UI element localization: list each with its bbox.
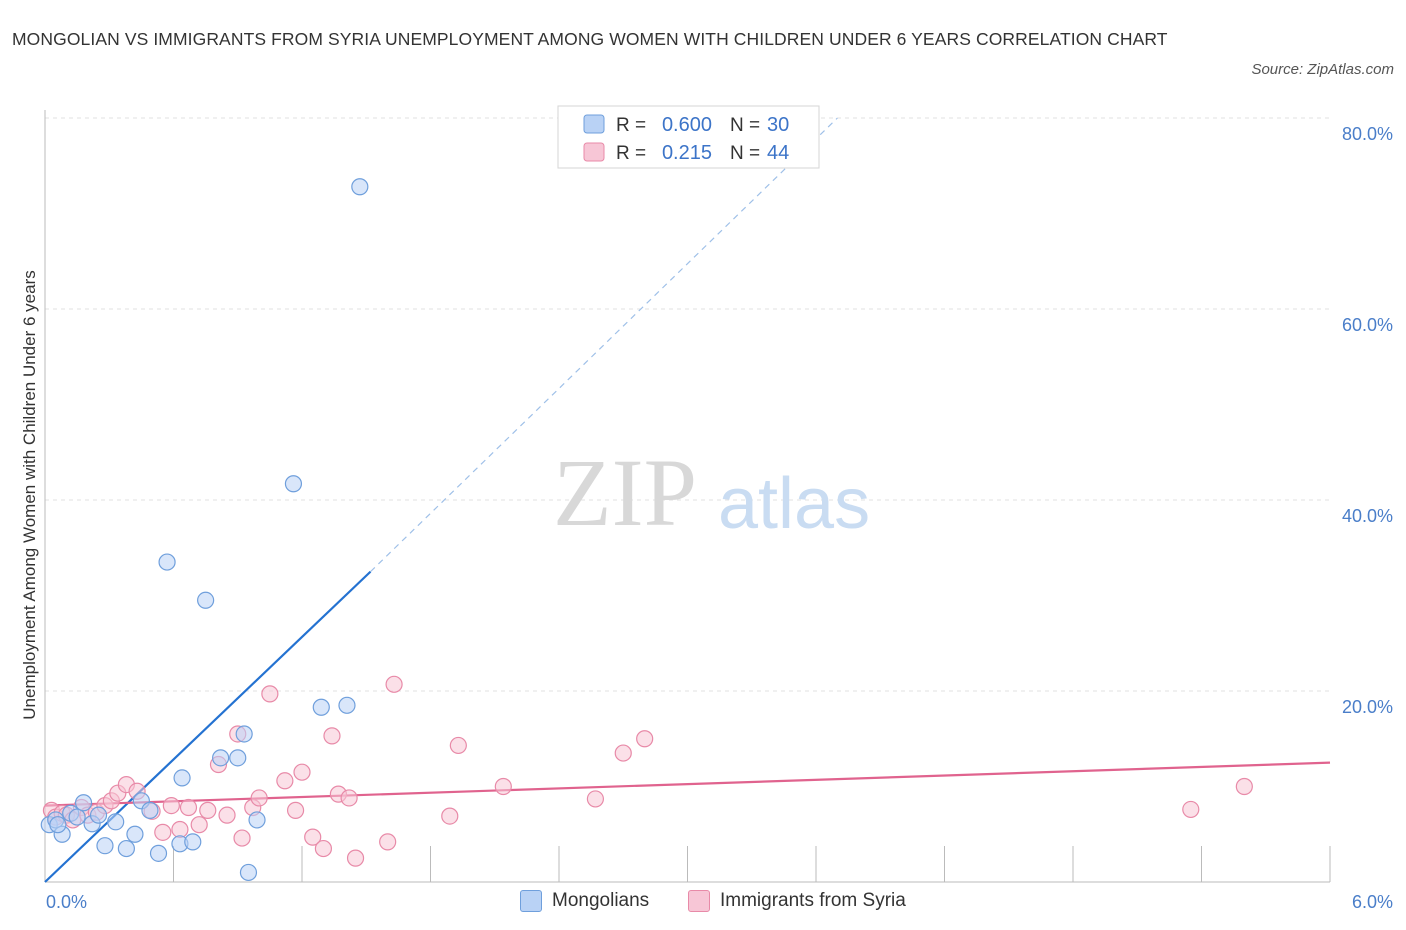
point-syria [314,839,333,858]
point-mongolians [284,475,303,493]
watermark-zip: ZIP [553,439,697,546]
legend-syria: Immigrants from Syria [688,890,906,912]
point-mongolians [235,725,253,743]
point-syria [293,763,311,781]
stats-n-value: 30 [767,114,789,136]
legend-mongolians: Mongolians [520,890,649,912]
point-syria [179,798,198,817]
point-syria [1235,777,1253,796]
point-syria [385,675,403,693]
x-tick-label-last: 6.0% [1352,892,1393,912]
point-syria [162,796,180,815]
point-mongolians [117,839,135,858]
point-mongolians [158,553,176,571]
point-syria [199,801,217,819]
y-axis-label: Unemployment Among Women with Children U… [20,270,39,719]
stats-r-value: 0.215 [662,142,712,164]
point-syria [379,833,397,851]
point-mongolians [89,806,108,824]
point-mongolians [338,696,356,714]
point-mongolians [212,749,230,767]
point-syria [304,828,322,846]
y-tick-label: 20.0% [1342,697,1393,717]
legend-swatch-mongolians [520,890,542,912]
point-mongolians [74,794,93,812]
point-mongolians [239,863,258,882]
point-syria [340,789,358,807]
point-mongolians [184,833,202,851]
legend-label-mongolians: Mongolians [552,890,650,911]
point-mongolians [248,811,266,829]
stats-n-label: N = [730,115,760,136]
y-tick-label: 80.0% [1342,124,1393,144]
point-mongolians [197,591,215,609]
point-mongolians [173,769,191,787]
point-syria [614,744,632,762]
stats-r-label: R = [616,143,646,164]
point-syria [449,736,467,755]
point-syria [494,777,512,796]
trend-line-syria [44,761,1331,807]
point-syria [346,849,365,867]
watermark: ZIP atlas [553,439,870,546]
trend-line-mongolians [44,570,372,883]
trend-line-mongolians-extension [370,117,838,573]
stats-box: R = 0.600 N = 30 R = 0.215 N = 44 [557,105,820,169]
point-syria [171,820,189,839]
stats-swatch [583,114,605,134]
stats-swatch [583,142,605,162]
legend-swatch-syria [688,890,710,912]
point-mongolians [107,813,125,831]
tick-labels: 20.0% 40.0% 60.0% 80.0% 0.0% 6.0% [46,124,1393,912]
point-syria [1182,800,1200,819]
point-syria [286,801,305,819]
point-syria [250,789,268,807]
point-syria [233,829,251,847]
stats-r-label: R = [616,115,646,136]
point-mongolians [49,816,67,834]
stats-n-value: 44 [767,142,789,164]
legend-label-syria: Immigrants from Syria [720,890,906,911]
source-label: Source: ZipAtlas.com [1251,61,1394,78]
point-syria [154,823,172,841]
point-syria [261,685,279,703]
point-syria [586,790,605,808]
point-syria [636,730,654,748]
point-syria [323,727,341,745]
point-mongolians [149,844,168,862]
point-mongolians [68,808,86,826]
point-mongolians [96,837,114,855]
grid-lines [45,117,1330,692]
point-syria [218,806,236,824]
watermark-atlas: atlas [718,464,870,544]
point-mongolians [312,698,330,716]
point-syria [276,772,294,790]
point-mongolians [141,801,159,819]
x-tick-label-first: 0.0% [46,892,87,912]
point-syria [190,816,208,834]
stats-r-value: 0.600 [662,114,712,136]
y-tick-label: 40.0% [1342,506,1393,526]
point-mongolians [126,825,144,843]
axes [44,110,1331,883]
y-tick-label: 60.0% [1342,315,1393,335]
data-points [40,178,1253,882]
stats-n-label: N = [730,143,760,164]
point-syria [441,807,459,825]
chart-title: MONGOLIAN VS IMMIGRANTS FROM SYRIA UNEMP… [12,29,1168,49]
point-mongolians [229,749,247,767]
point-mongolians [351,178,369,196]
